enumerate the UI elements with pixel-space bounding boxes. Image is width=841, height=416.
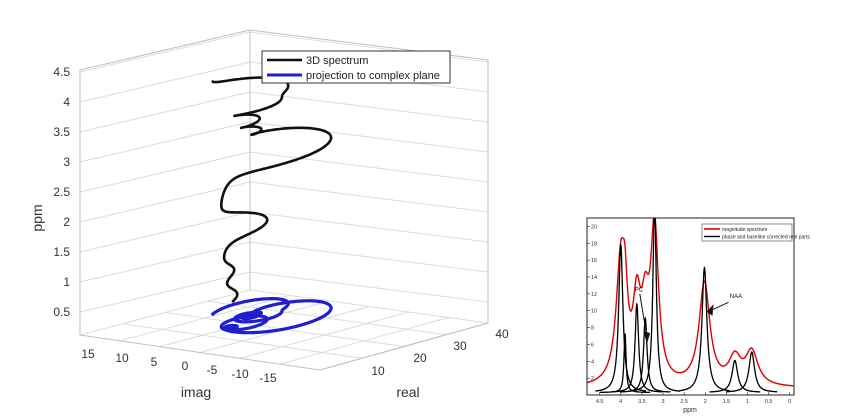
z-axis-label: ppm: [29, 204, 45, 231]
real-tick-40: 40: [495, 327, 509, 341]
imag-tick-15: 15: [81, 347, 95, 361]
y-tick-label-2d: 18: [591, 241, 597, 247]
y-tick-label-2d: 10: [591, 309, 597, 315]
box-edge-back-top: [79, 29, 251, 71]
real-part-peak-curve: [726, 351, 778, 393]
z-tick-3.5: 3.5: [53, 125, 70, 139]
legend-label-spectrum: 3D spectrum: [306, 55, 368, 67]
arrow-pc-head: [643, 331, 651, 344]
y-tick-label-2d: 14: [591, 275, 597, 281]
x-tick-label-2d: 1: [746, 399, 749, 405]
real-part-peak-curve: [629, 218, 680, 392]
annotations-2d: PC NAA: [635, 287, 742, 300]
imag-axis-label: imag: [181, 384, 211, 400]
imag-tick-neg5: -5: [207, 363, 218, 377]
real-tick-labels: 10 20 30 40: [371, 327, 509, 378]
z-tick-4.5: 4.5: [53, 65, 70, 79]
x-tick-label-2d: 3.5: [638, 399, 646, 405]
grid-line-left-wall: [79, 181, 251, 223]
grid-line-left-wall: [79, 241, 251, 283]
grid-line-left-wall: [79, 61, 251, 103]
imag-tick-neg15: -15: [259, 371, 277, 385]
grid-line-left-wall: [79, 91, 251, 133]
grid-line-right-wall: [249, 151, 489, 183]
x-axis-label-2d: ppm: [683, 407, 697, 414]
x-tick-label-2d: 1.5: [723, 399, 731, 405]
real-part-peak-curve: [709, 359, 761, 393]
z-tick-0.5: 0.5: [53, 305, 70, 319]
imag-tick-labels: 15 10 5 0 -5 -10 -15: [81, 347, 277, 385]
legend-3d-box: [261, 50, 451, 84]
grid-line-left-wall: [79, 211, 251, 253]
magnitude-spectrum-curve: [587, 218, 794, 387]
y-ticks-2d: 2 4 6 8 10 12 14 16 18 20: [587, 224, 597, 382]
grid-line-right-wall: [249, 181, 489, 213]
real-part-peak-curve: [599, 333, 651, 393]
grid-line-left-wall: [79, 151, 251, 193]
grid-line-floor: [122, 323, 363, 359]
legend-label-magnitude: magnitude spectrum: [722, 227, 767, 233]
y-tick-label-2d: 4: [591, 359, 594, 365]
x-tick-label-2d: 2.5: [680, 399, 688, 405]
imag-tick-0: 0: [182, 359, 189, 373]
y-tick-label-2d: 20: [591, 224, 597, 230]
grid-line-left-wall: [79, 31, 251, 73]
annotation-pc: PC: [635, 287, 644, 293]
imag-tick-10: 10: [115, 351, 129, 365]
z-tick-4: 4: [63, 95, 70, 109]
x-ticks-2d: 4.5 4 3.5 3 2.5 2 1.5 1 0.5 0: [596, 392, 791, 405]
legend-label-projection: projection to complex plane: [306, 70, 440, 82]
grid-line-floor: [207, 300, 447, 336]
real-part-peak-curve: [619, 316, 671, 393]
grid-line-floor: [249, 289, 489, 324]
annotation-naa: NAA: [730, 294, 742, 300]
x-tick-label-2d: 0.5: [765, 399, 773, 405]
z-tick-1.5: 1.5: [53, 245, 70, 259]
y-tick-label-2d: 8: [591, 326, 594, 332]
grid-line-right-wall: [249, 271, 489, 303]
x-tick-label-2d: 4.5: [596, 399, 604, 405]
legend-2d: magnitude spectrum phase and baseline co…: [701, 223, 810, 242]
x-tick-label-2d: 2: [704, 399, 707, 405]
axis-line-real: [319, 322, 489, 371]
legend-3d: 3D spectrum projection to complex plane: [261, 50, 451, 84]
grid-line-right-wall: [249, 91, 489, 123]
spectrum-3d-curve: [210, 76, 333, 304]
z-tick-2: 2: [63, 215, 70, 229]
z-tick-3: 3: [63, 155, 70, 169]
real-tick-10: 10: [371, 364, 385, 378]
real-part-peak-curve: [611, 302, 663, 393]
grid-line-right-wall: [249, 241, 489, 273]
imag-tick-5: 5: [151, 355, 158, 369]
projection-curve: [210, 297, 333, 335]
arrow-naa-head: [706, 304, 714, 316]
x-tick-label-2d: 0: [788, 399, 791, 405]
z-tick-2.5: 2.5: [53, 185, 70, 199]
x-tick-label-2d: 4: [619, 399, 622, 405]
axis-line-imag: [79, 334, 321, 371]
real-tick-20: 20: [413, 351, 427, 365]
legend-2d-box: [701, 223, 793, 242]
annotation-arrows: [639, 293, 729, 344]
real-parts-curves: [595, 218, 778, 393]
z-tick-labels: 0.5 1 1.5 2 2.5 3 3.5 4 4.5: [53, 65, 70, 319]
grid-line-left-wall: [79, 121, 251, 163]
y-tick-label-2d: 16: [591, 258, 597, 264]
real-part-peak-curve: [679, 266, 730, 392]
y-tick-label-2d: 2: [591, 376, 594, 382]
y-tick-label-2d: 12: [591, 292, 597, 298]
real-tick-30: 30: [453, 339, 467, 353]
y-tick-label-2d: 6: [591, 342, 594, 348]
z-tick-1: 1: [63, 275, 70, 289]
arrow-pc-line: [639, 293, 648, 338]
grid-line-left-wall: [79, 271, 251, 313]
imag-tick-neg10: -10: [231, 367, 249, 381]
arrow-naa-line: [710, 301, 729, 312]
real-axis-label: real: [396, 384, 419, 400]
grid-line-right-wall: [249, 211, 489, 243]
x-tick-label-2d: 3: [662, 399, 665, 405]
spectrum-3d-chart: 0.5 1 1.5 2 2.5 3 3.5 4 4.5 ppm 15 10 5 …: [29, 29, 509, 400]
legend-label-real-parts: phase and baseline corrected real parts: [722, 235, 810, 241]
